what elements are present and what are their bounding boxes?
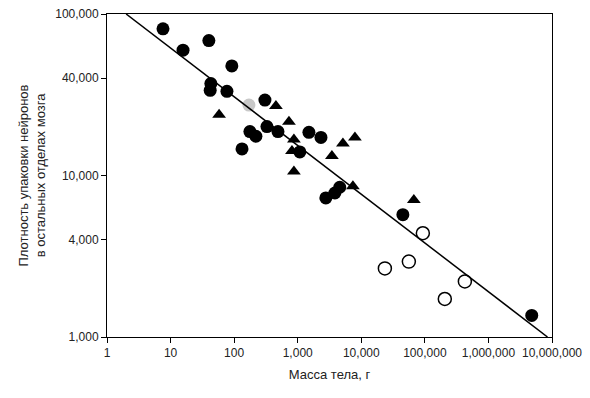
svg-text:100,000: 100,000 — [403, 346, 447, 360]
svg-text:1,000: 1,000 — [69, 330, 99, 344]
svg-text:1,000: 1,000 — [283, 346, 313, 360]
svg-text:40,000: 40,000 — [62, 71, 99, 85]
svg-text:100: 100 — [224, 346, 244, 360]
svg-text:Масса тела, г: Масса тела, г — [289, 367, 371, 382]
svg-text:1,000,000: 1,000,000 — [462, 346, 516, 360]
svg-text:4,000: 4,000 — [69, 233, 99, 247]
svg-text:10,000,000: 10,000,000 — [522, 346, 582, 360]
svg-text:1: 1 — [104, 346, 111, 360]
svg-text:10,000: 10,000 — [343, 346, 380, 360]
svg-text:10: 10 — [164, 346, 178, 360]
svg-text:Плотность упаковки нейроновв о: Плотность упаковки нейроновв остальных о… — [16, 84, 48, 266]
svg-text:10,000: 10,000 — [62, 169, 99, 183]
svg-text:100,000: 100,000 — [55, 7, 99, 21]
